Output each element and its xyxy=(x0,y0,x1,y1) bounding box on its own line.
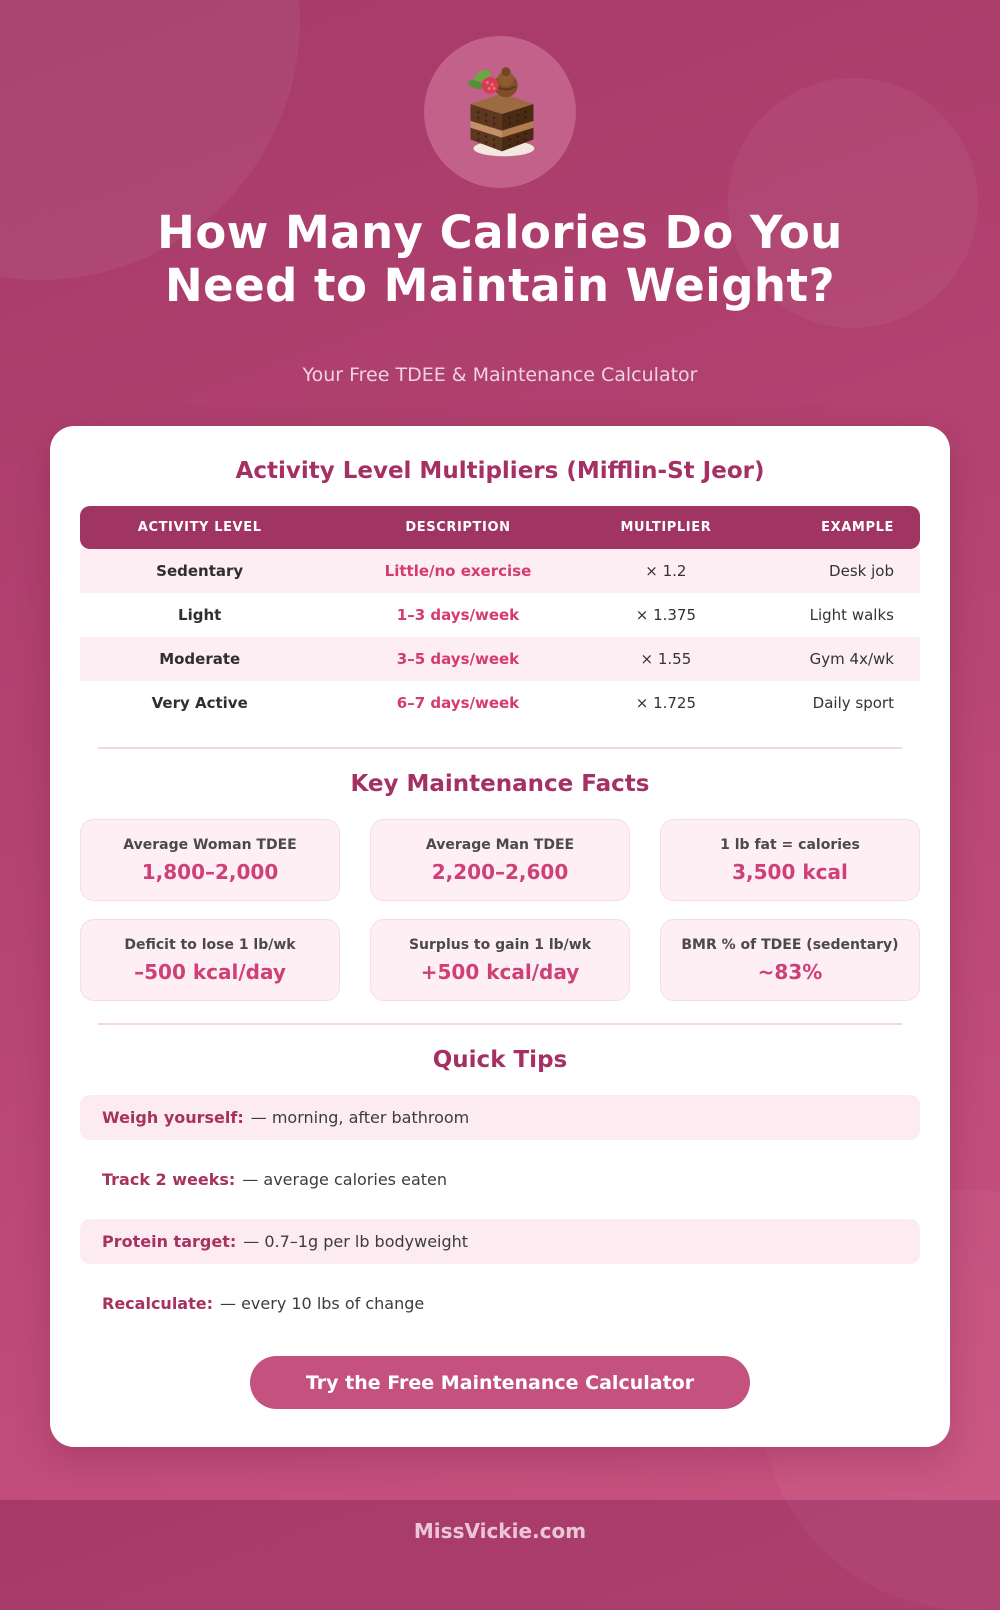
facts-grid: Average Woman TDEE 1,800–2,000 Average M… xyxy=(80,819,920,1002)
activity-multiplier-table: ACTIVITY LEVEL DESCRIPTION MULTIPLIER EX… xyxy=(80,506,920,725)
fact-card-deficit: Deficit to lose 1 lb/wk –500 kcal/day xyxy=(80,919,340,1002)
section-divider xyxy=(98,1023,902,1026)
content-card: Activity Level Multipliers (Mifflin-St J… xyxy=(50,426,950,1448)
fact-value: 3,500 kcal xyxy=(732,860,848,885)
tip-text: — every 10 lbs of change xyxy=(220,1294,425,1314)
tips-section-title: Quick Tips xyxy=(432,1047,568,1074)
table-header-activity-level: ACTIVITY LEVEL xyxy=(137,520,262,536)
cell-multiplier: × 1.2 xyxy=(645,562,687,581)
cell-description: 6–7 days/week xyxy=(396,694,520,713)
fact-label: Average Man TDEE xyxy=(425,837,575,854)
cell-description: 3–5 days/week xyxy=(396,650,520,669)
table-header-example: EXAMPLE xyxy=(821,520,894,536)
cell-multiplier: × 1.55 xyxy=(640,650,692,669)
fact-label: BMR % of TDEE (sedentary) xyxy=(681,937,899,954)
tip-text: — average calories eaten xyxy=(242,1170,447,1190)
fact-value: +500 kcal/day xyxy=(420,960,580,985)
cell-description: Little/no exercise xyxy=(384,562,532,581)
tip-text: — 0.7–1g per lb bodyweight xyxy=(243,1232,469,1252)
fact-value: 2,200–2,600 xyxy=(431,860,569,885)
cell-multiplier: × 1.725 xyxy=(635,694,697,713)
tip-recalculate: Recalculate: — every 10 lbs of change xyxy=(80,1281,920,1326)
fact-card-bmr-percent: BMR % of TDEE (sedentary) ~83% xyxy=(660,919,920,1002)
cell-example: Light walks xyxy=(809,606,894,625)
cta-wrap: Try the Free Maintenance Calculator xyxy=(80,1356,920,1410)
table-section-title: Activity Level Multipliers (Mifflin-St J… xyxy=(235,458,765,485)
cell-activity-level: Moderate xyxy=(159,650,241,669)
logo-wrap xyxy=(0,0,1000,188)
fact-card-surplus: Surplus to gain 1 lb/wk +500 kcal/day xyxy=(370,919,630,1002)
table-header-row: ACTIVITY LEVEL DESCRIPTION MULTIPLIER EX… xyxy=(80,506,920,550)
table-row: Light 1–3 days/week × 1.375 Light walks xyxy=(80,593,920,637)
cell-example: Gym 4x/wk xyxy=(809,650,894,669)
page-title: How Many Calories Do You Need to Maintai… xyxy=(0,206,1000,312)
logo-badge xyxy=(424,36,576,188)
table-row: Sedentary Little/no exercise × 1.2 Desk … xyxy=(80,549,920,594)
cell-activity-level: Light xyxy=(178,606,222,625)
tip-protein-target: Protein target: — 0.7–1g per lb bodyweig… xyxy=(80,1219,920,1265)
fact-label: Surplus to gain 1 lb/wk xyxy=(408,937,592,954)
fact-card-average-man-tdee: Average Man TDEE 2,200–2,600 xyxy=(370,819,630,902)
facts-section-title: Key Maintenance Facts xyxy=(350,771,650,798)
table-row: Moderate 3–5 days/week × 1.55 Gym 4x/wk xyxy=(80,637,920,682)
cell-example: Desk job xyxy=(829,562,894,581)
tip-track-2-weeks: Track 2 weeks: — average calories eaten xyxy=(80,1157,920,1202)
infographic-page: How Many Calories Do You Need to Maintai… xyxy=(0,0,1000,1544)
cell-description: 1–3 days/week xyxy=(396,606,520,625)
cell-multiplier: × 1.375 xyxy=(635,606,697,625)
fact-label: Average Woman TDEE xyxy=(123,837,297,854)
site-branding: MissVickie.com xyxy=(413,1519,587,1544)
fact-card-average-woman-tdee: Average Woman TDEE 1,800–2,000 xyxy=(80,819,340,902)
fact-label: 1 lb fat = calories xyxy=(720,837,860,854)
table-header-multiplier: MULTIPLIER xyxy=(620,520,712,536)
fact-card-lb-fat-calories: 1 lb fat = calories 3,500 kcal xyxy=(660,819,920,902)
fact-value: 1,800–2,000 xyxy=(141,860,279,885)
tips-list: Weigh yourself: — morning, after bathroo… xyxy=(80,1095,920,1326)
chocolate-cake-icon xyxy=(467,67,535,157)
page-title-line1: How Many Calories Do You xyxy=(157,206,843,259)
cell-example: Daily sport xyxy=(812,694,894,713)
table-row: Very Active 6–7 days/week × 1.725 Daily … xyxy=(80,681,920,725)
page-subtitle: Your Free TDEE & Maintenance Calculator xyxy=(302,364,698,387)
maintenance-calculator-button[interactable]: Try the Free Maintenance Calculator xyxy=(250,1356,750,1410)
tip-text: — morning, after bathroom xyxy=(250,1108,470,1128)
page-title-line2: Need to Maintain Weight? xyxy=(164,259,836,313)
fact-value: –500 kcal/day xyxy=(134,960,286,985)
section-divider xyxy=(98,747,902,750)
fact-label: Deficit to lose 1 lb/wk xyxy=(124,937,296,954)
cell-activity-level: Sedentary xyxy=(156,562,244,581)
tip-weigh-yourself: Weigh yourself: — morning, after bathroo… xyxy=(80,1095,920,1141)
tip-label: Recalculate: xyxy=(102,1294,213,1314)
table-header-description: DESCRIPTION xyxy=(405,520,511,536)
cell-activity-level: Very Active xyxy=(151,694,248,713)
fact-value: ~83% xyxy=(757,960,823,985)
tip-label: Weigh yourself: xyxy=(102,1108,244,1128)
tip-label: Track 2 weeks: xyxy=(102,1170,236,1190)
tip-label: Protein target: xyxy=(102,1232,237,1252)
